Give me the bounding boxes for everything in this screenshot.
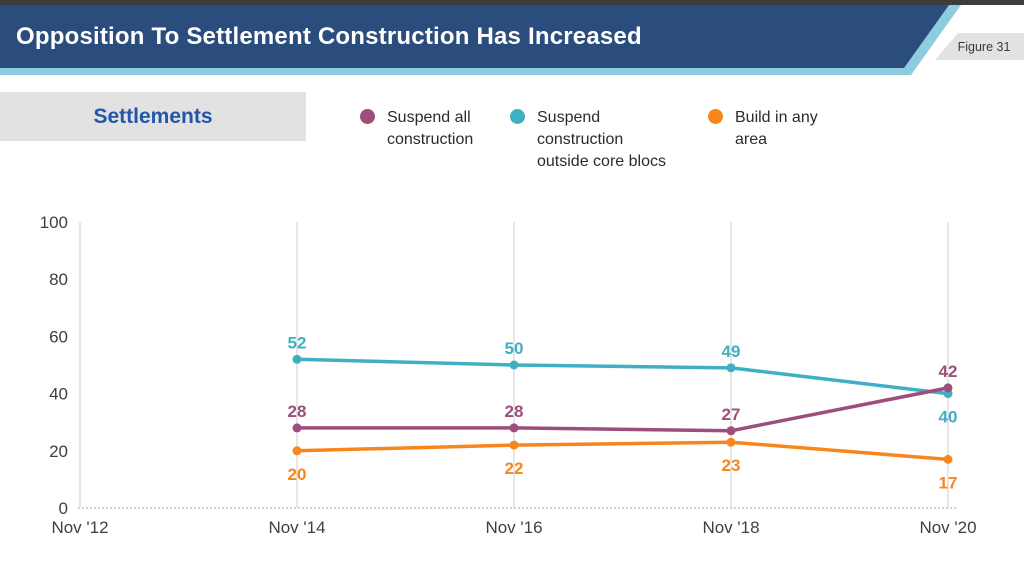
data-label: 20 (288, 465, 307, 484)
top-border-strip (0, 0, 1024, 5)
legend-item-suspend-all-construction: Suspend all construction (360, 107, 473, 151)
figure-label: Figure 31 (957, 39, 1011, 54)
data-label: 40 (939, 408, 958, 427)
header-banner: Opposition To Settlement Construction Ha… (0, 5, 949, 68)
section-label-box: Settlements (0, 92, 306, 141)
x-axis-tick-label: Nov '20 (919, 518, 976, 537)
section-label: Settlements (93, 104, 213, 128)
data-label: 28 (505, 402, 524, 421)
series-line-0 (295, 386, 950, 433)
data-point (726, 437, 736, 447)
data-point (726, 363, 736, 373)
legend-label: Build in any area (735, 109, 818, 148)
y-axis-tick-label: 20 (49, 442, 68, 461)
data-point (292, 423, 302, 433)
data-label: 28 (288, 402, 307, 421)
y-axis-tick-label: 40 (49, 385, 68, 404)
page-title: Opposition To Settlement Construction Ha… (16, 22, 642, 50)
data-label: 23 (722, 456, 741, 475)
data-label: 17 (939, 473, 958, 492)
data-label: 49 (722, 342, 741, 361)
legend-item-suspend-outside-core-blocs: Suspend construction outside core blocs (510, 107, 666, 173)
data-label: 50 (505, 339, 524, 358)
x-axis-tick-label: Nov '14 (268, 518, 325, 537)
data-point (509, 423, 519, 433)
x-axis-tick-label: Nov '16 (485, 518, 542, 537)
data-point (292, 446, 302, 456)
data-label: 22 (505, 459, 524, 478)
y-axis-tick-label: 80 (49, 270, 68, 289)
y-axis-tick-label: 0 (59, 499, 68, 518)
figure-label-box: Figure 31 (935, 33, 1024, 60)
data-point (292, 354, 302, 364)
data-label: 27 (722, 405, 741, 424)
data-label: 42 (939, 362, 958, 381)
data-label: 52 (288, 333, 307, 352)
series-line-2 (295, 440, 950, 462)
y-axis-tick-label: 60 (49, 327, 68, 346)
x-axis-tick-label: Nov '12 (51, 518, 108, 537)
y-axis-tick-label: 100 (40, 213, 68, 232)
x-axis-tick-label: Nov '18 (702, 518, 759, 537)
data-point (943, 454, 953, 464)
data-point (509, 440, 519, 450)
legend-dot-icon (360, 109, 375, 124)
series-line-1 (295, 357, 950, 396)
data-point (943, 383, 953, 393)
legend-dot-icon (510, 109, 525, 124)
legend-label: Suspend construction outside core blocs (537, 109, 666, 170)
data-point (509, 360, 519, 370)
data-point (726, 426, 736, 436)
legend-label: Suspend all construction (387, 109, 474, 148)
legend-item-build-in-any-area: Build in any area (708, 107, 818, 151)
legend-dot-icon (708, 109, 723, 124)
